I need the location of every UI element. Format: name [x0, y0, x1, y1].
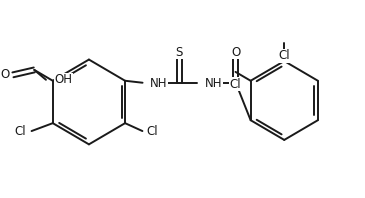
- Text: S: S: [176, 46, 183, 59]
- Text: Cl: Cl: [230, 78, 241, 91]
- Text: NH: NH: [205, 77, 222, 90]
- Text: O: O: [1, 68, 10, 81]
- Text: O: O: [231, 46, 240, 59]
- Text: NH: NH: [150, 77, 168, 90]
- Text: OH: OH: [55, 73, 73, 86]
- Text: Cl: Cl: [146, 125, 158, 138]
- Text: Cl: Cl: [14, 125, 26, 138]
- Text: Cl: Cl: [278, 49, 290, 62]
